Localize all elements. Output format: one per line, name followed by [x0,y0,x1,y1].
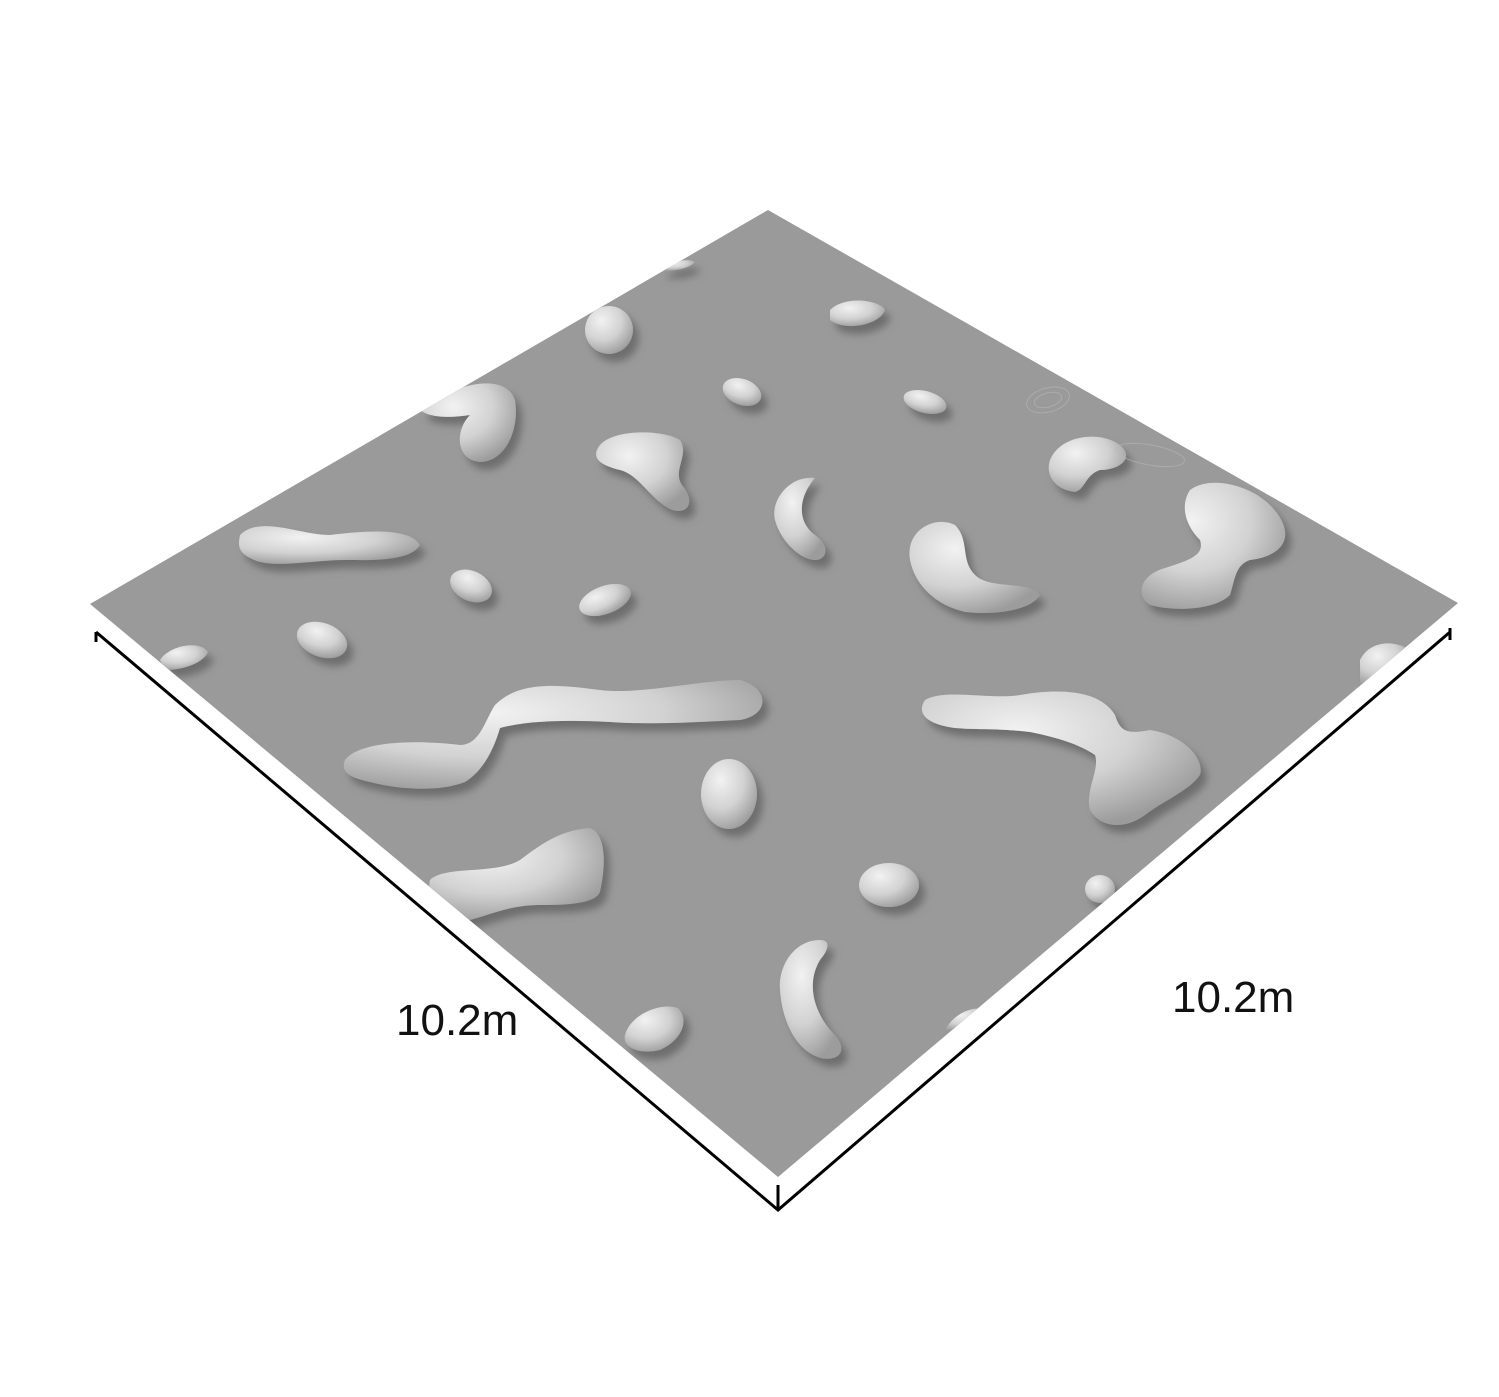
mound [1048,436,1127,492]
mound [830,300,885,327]
mound [343,680,763,789]
mound [859,863,919,907]
mound [450,569,492,603]
mound [722,377,762,407]
mound [1085,875,1115,903]
mound [579,583,631,617]
mound [160,645,208,670]
mound [921,691,1201,826]
mound [779,940,842,1059]
mound [660,260,695,271]
terrain-surface [90,210,1458,1177]
mound [239,526,420,564]
right-edge-length-label: 10.2m [1172,973,1294,1022]
mound [909,521,1040,614]
mound [701,759,757,829]
terrain-mounds [160,260,1410,1059]
mound [596,432,690,511]
mound [296,621,348,659]
mound [903,389,947,415]
mound [624,1006,684,1052]
mound [420,383,516,462]
mound [585,306,633,354]
base-frame [94,628,1452,1212]
mound [1141,482,1286,609]
surface-texture [1026,386,1186,468]
mound [429,828,604,920]
mound [1360,643,1410,685]
mound [774,477,826,560]
left-edge-length-label: 10.2m [396,996,518,1045]
